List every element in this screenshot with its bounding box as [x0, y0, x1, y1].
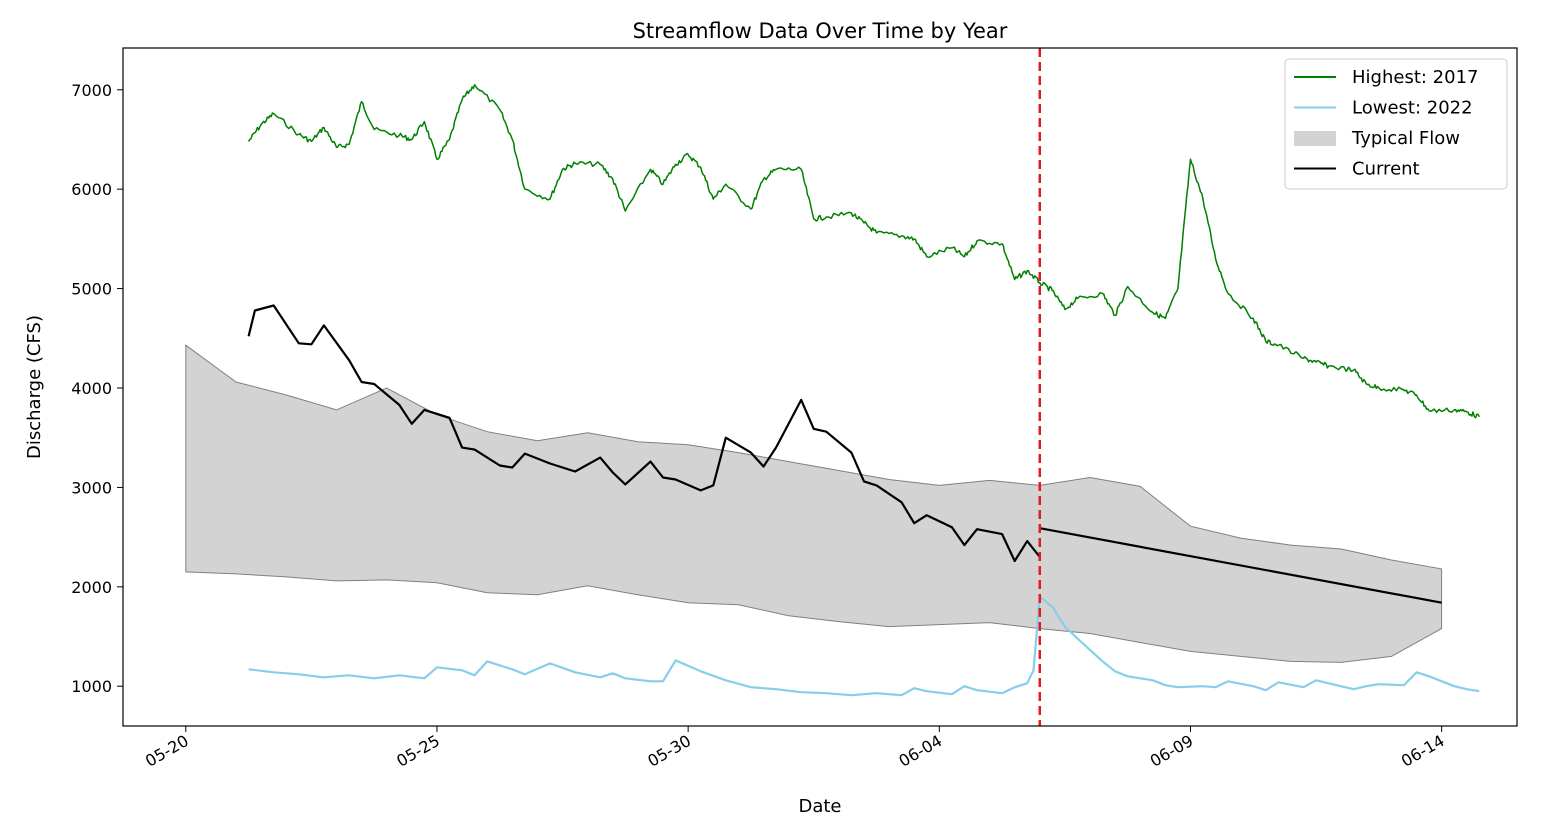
y-tick-label: 3000 — [71, 478, 112, 497]
y-tick-label: 6000 — [71, 180, 112, 199]
y-tick-label: 2000 — [71, 578, 112, 597]
y-tick-label: 5000 — [71, 280, 112, 299]
legend-label-typical-flow: Typical Flow — [1351, 128, 1460, 149]
current-forecast-line — [1039, 527, 1442, 604]
highest-2017-line — [247, 84, 1480, 419]
legend-label-highest-2017: Highest: 2017 — [1352, 67, 1478, 88]
x-tick-label: 05-25 — [393, 731, 443, 771]
lowest-2022-line — [248, 595, 1480, 697]
y-tick-label: 7000 — [71, 81, 112, 100]
x-axis-label: Date — [798, 796, 841, 817]
plot-area — [185, 48, 1480, 726]
x-tick-label: 06-14 — [1398, 731, 1448, 771]
y-tick-label: 1000 — [71, 677, 112, 696]
legend-label-current: Current — [1352, 159, 1420, 180]
plot-series — [185, 84, 1480, 697]
legend-swatch-typical-flow — [1294, 131, 1336, 146]
x-tick-label: 06-04 — [896, 731, 946, 771]
legend-label-lowest-2022: Lowest: 2022 — [1352, 98, 1473, 119]
legend-box — [1284, 58, 1508, 190]
x-tick-label: 06-09 — [1147, 731, 1197, 771]
x-tick-label: 05-20 — [142, 731, 192, 771]
legend: Highest: 2017 Lowest: 2022 Typical Flow Cur… — [1284, 58, 1508, 190]
current-line — [247, 304, 1041, 563]
plot-frame — [122, 47, 1518, 727]
y-axis-label: Discharge (CFS) — [24, 315, 45, 459]
chart-title: Streamflow Data Over Time by Year — [633, 19, 1008, 43]
y-tick-label: 4000 — [71, 379, 112, 398]
x-tick-label: 05-30 — [644, 731, 694, 771]
typical-flow-band — [185, 344, 1443, 663]
